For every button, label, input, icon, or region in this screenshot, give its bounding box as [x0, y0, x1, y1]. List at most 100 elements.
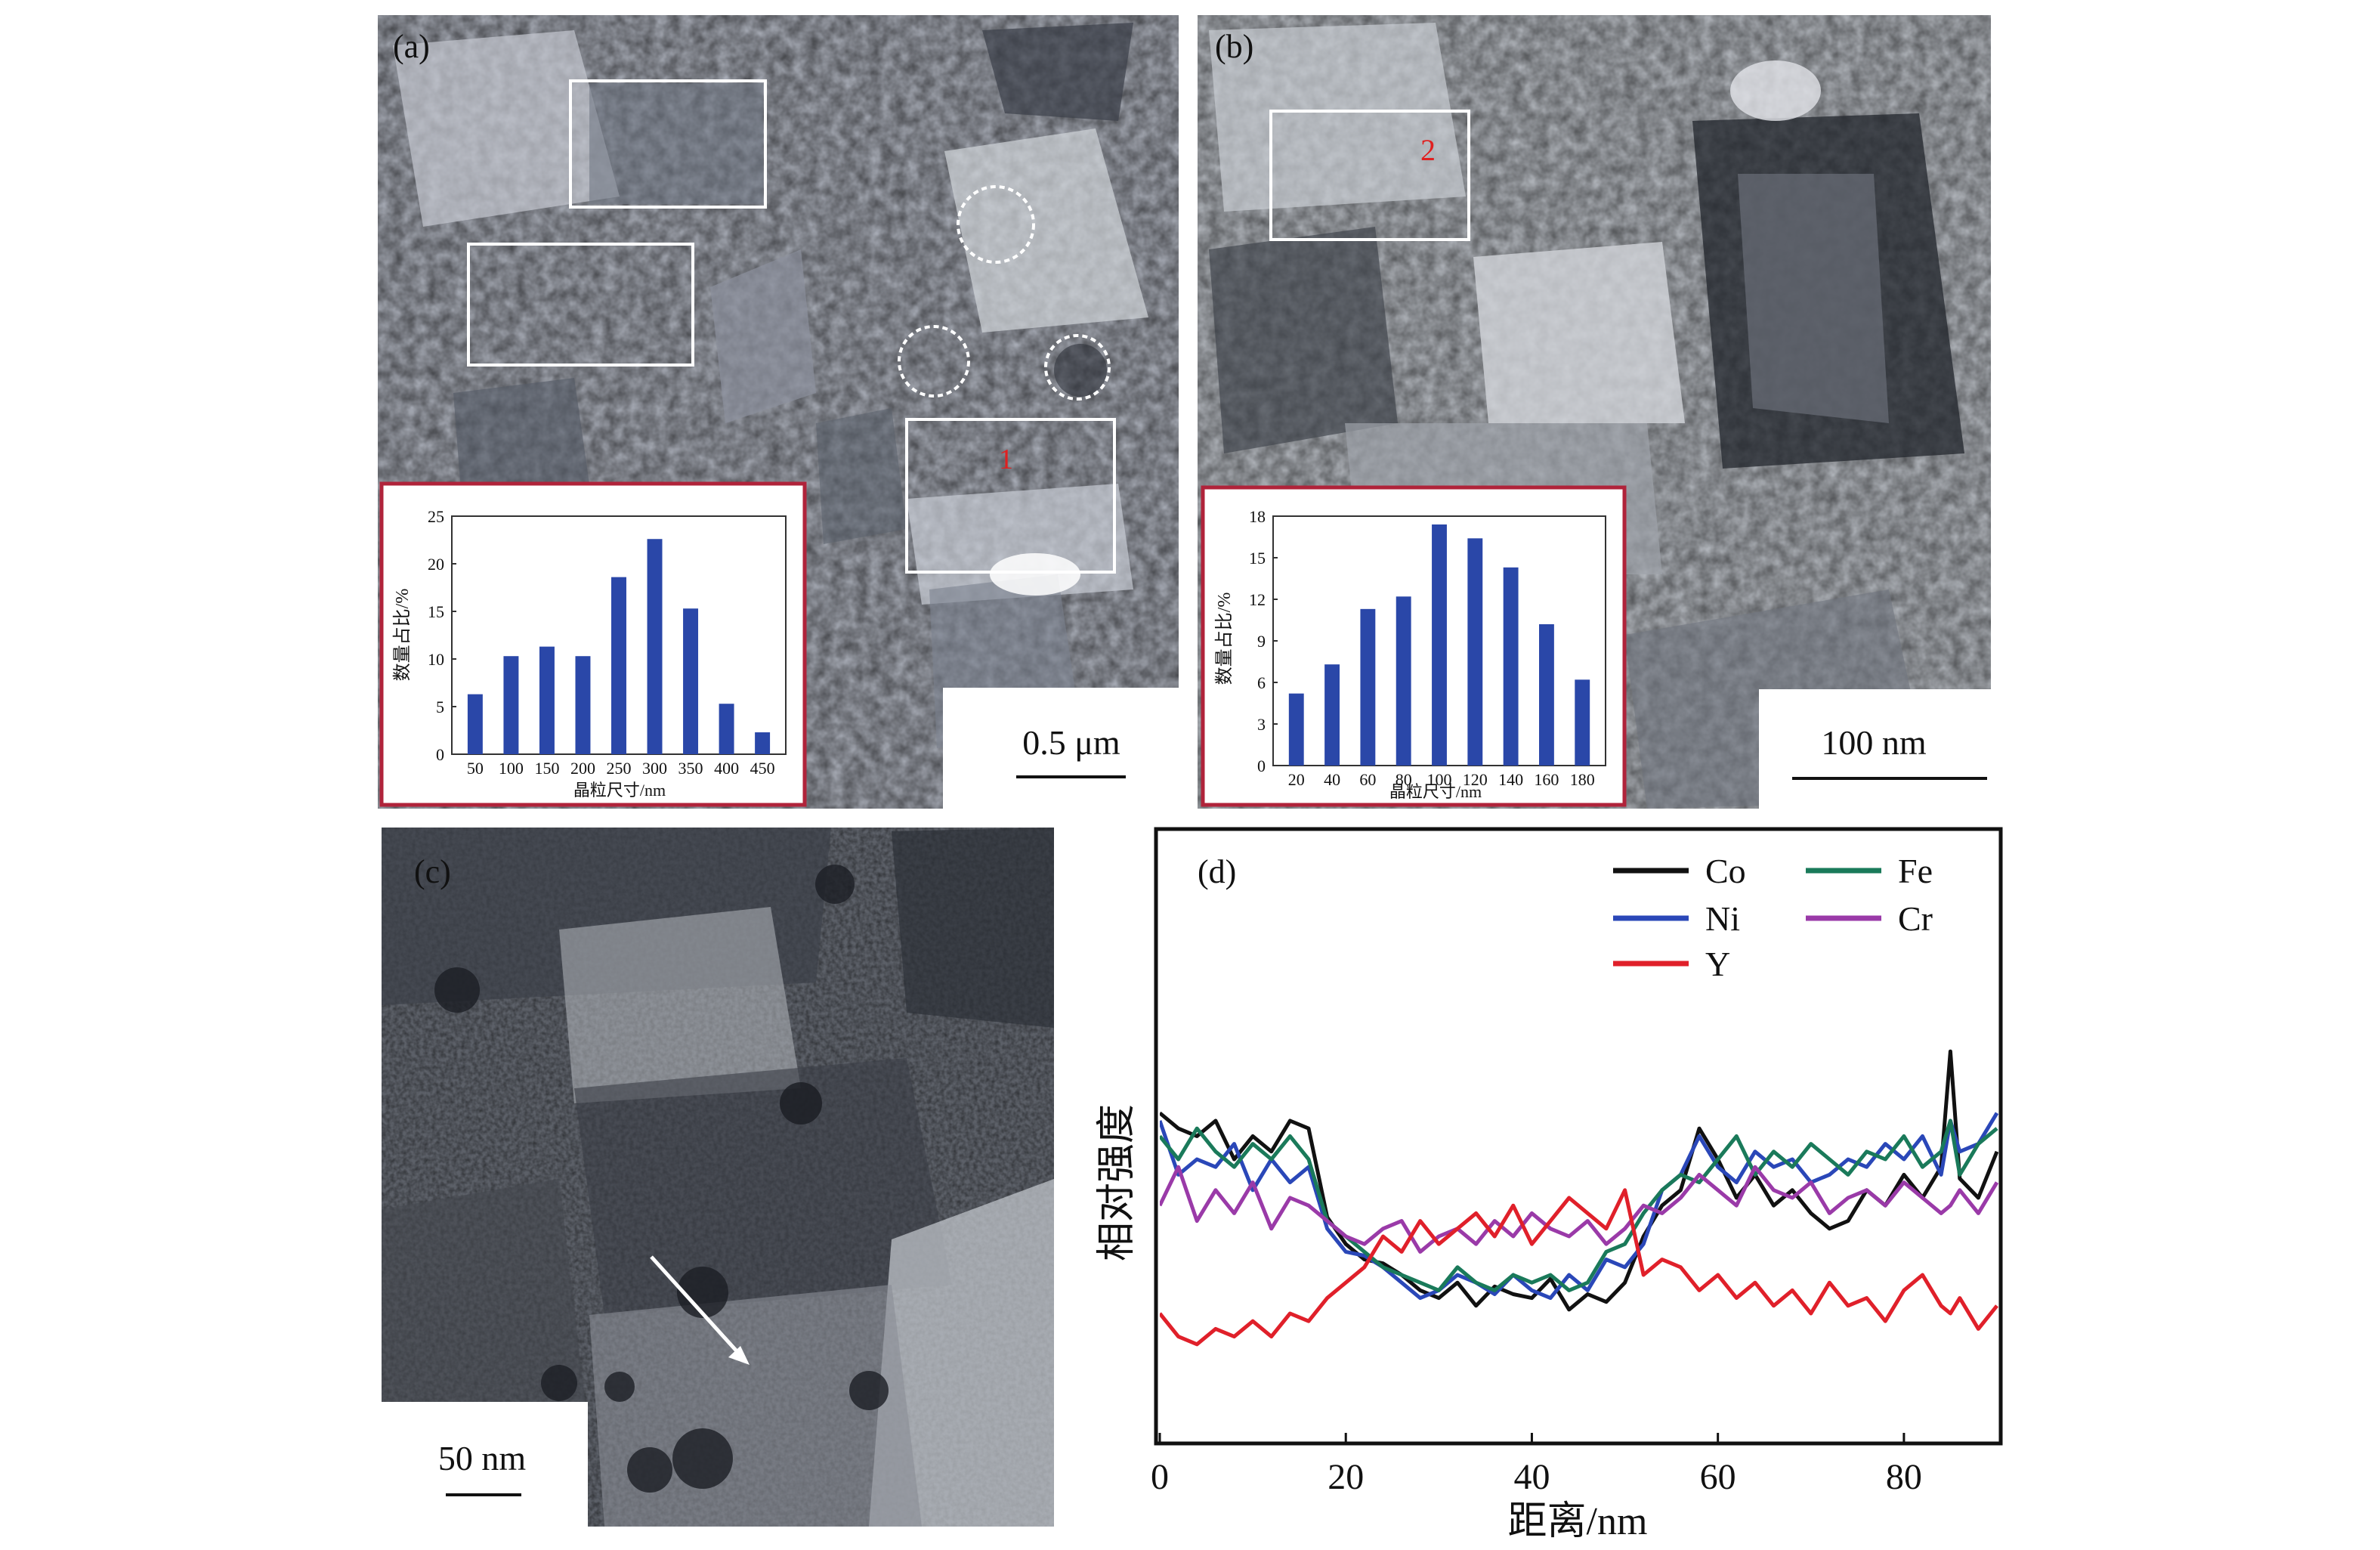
- histogram-b-xtick-label: 40: [1324, 770, 1340, 789]
- histogram-b-bar: [1539, 624, 1554, 766]
- histogram-b-xtick-label: 120: [1463, 770, 1488, 789]
- histogram-a-bar: [467, 694, 483, 754]
- histogram-a-xtick-label: 150: [534, 759, 559, 778]
- histogram-b-ytick-label: 12: [1249, 590, 1266, 609]
- histogram-a-ytick-label: 0: [436, 745, 444, 764]
- legend-label-cr: Cr: [1898, 899, 1933, 938]
- region-circle: [1044, 334, 1111, 401]
- histogram-b-xtick-label: 100: [1427, 770, 1452, 789]
- histogram-a-ytick-label: 5: [436, 698, 444, 716]
- arrow-shaft: [650, 1255, 740, 1354]
- scale-bar-label-c: 50 nm: [438, 1439, 527, 1477]
- histogram-b-bar: [1360, 608, 1376, 766]
- histogram-a-bar: [647, 539, 663, 754]
- histogram-b-xtick-label: 20: [1288, 770, 1305, 789]
- histogram-a-xtick-label: 400: [714, 759, 739, 778]
- histogram-a-xtick-label: 100: [499, 759, 524, 778]
- histogram-b-ytick-label: 15: [1249, 549, 1266, 568]
- histogram-a-xtick-label: 350: [678, 759, 703, 778]
- histogram-a-ytick-label: 10: [428, 650, 444, 669]
- histogram-a-ylabel: 数量占比/%: [392, 589, 413, 682]
- histogram-a-bar: [611, 577, 626, 754]
- histogram-a-xtick-label: 50: [467, 759, 484, 778]
- line-chart-ylabel: 相对强度: [1096, 1104, 1139, 1261]
- histogram-a-ytick-label: 25: [428, 507, 444, 526]
- line-chart-frame: [1154, 827, 2003, 1446]
- region-box-1: [905, 418, 1116, 574]
- scale-bar-label-b: 100 nm: [1821, 723, 1927, 762]
- histogram-b-ytick-label: 9: [1257, 632, 1266, 651]
- legend-label-fe: Fe: [1898, 852, 1933, 890]
- histogram-b-bar: [1575, 679, 1590, 766]
- series-line-cr: [1160, 1165, 1998, 1254]
- legend-label-ni: Ni: [1705, 899, 1740, 938]
- line-chart-ticks: 0 20 40 60 80: [1151, 1433, 1922, 1497]
- panel-a-micrograph: [378, 15, 1179, 809]
- series-line-ni: [1160, 1112, 1998, 1301]
- histogram-a-xlabel: 晶粒尺寸/nm: [573, 781, 666, 800]
- panel-label-d: (d): [1198, 853, 1236, 890]
- histogram-b-bar: [1324, 664, 1340, 766]
- histogram-a-bar: [719, 704, 734, 754]
- histogram-b-ytick-label: 0: [1257, 756, 1266, 775]
- histogram-b-bar: [1288, 693, 1304, 766]
- line-chart-xtick-label: 40: [1513, 1457, 1550, 1497]
- histogram-b-bar: [1432, 524, 1447, 766]
- histogram-a-bar: [683, 608, 699, 754]
- histogram-b-xtick-label: 180: [1570, 770, 1595, 789]
- histogram-a-bar: [755, 732, 771, 754]
- region-box-2: [1269, 110, 1470, 241]
- scale-bar-box-c: [382, 1402, 588, 1527]
- legend-label-co: Co: [1705, 852, 1746, 890]
- region-circle: [898, 325, 970, 398]
- panel-d: 0 20 40 60 80 (d) 距离/nm 相对强度 Co Ni Y Fe Cr: [1096, 827, 2003, 1543]
- histogram-b-bar: [1503, 567, 1519, 766]
- region-label-1: 1: [999, 444, 1013, 475]
- inset-histogram-b: 20 40 60 80 100 120 140 160 180 0 3 6 9 12 15 18 数量占比/%…: [1201, 485, 1627, 807]
- histogram-a-xtick-label: 250: [607, 759, 632, 778]
- inset-histogram-a: 50 100 150 200 250 300 350 400 450 0 5 10 15 20 25 数量占…: [379, 481, 807, 807]
- histogram-b-plot: 20 40 60 80 100 120 140 160 180 0 3 6 9 12 15 18: [1249, 507, 1595, 789]
- region-label-2: 2: [1420, 133, 1436, 167]
- histogram-b-xtick-label: 140: [1498, 770, 1523, 789]
- histogram-a-bar: [575, 656, 591, 754]
- region-box: [467, 243, 694, 367]
- line-chart-xtick-label: 60: [1700, 1457, 1736, 1497]
- histogram-b-ylabel: 数量占比/%: [1214, 592, 1235, 685]
- scale-bar-label-a: 0.5 μm: [1022, 723, 1120, 762]
- histogram-a-xtick-label: 200: [570, 759, 595, 778]
- histogram-b-xtick-label: 80: [1396, 770, 1412, 789]
- histogram-b-xtick-label: 60: [1359, 770, 1376, 789]
- line-chart-series: [1160, 1049, 1998, 1347]
- histogram-b-xlabel: 晶粒尺寸/nm: [1389, 782, 1482, 801]
- histogram-b-bar: [1396, 596, 1411, 766]
- line-chart-xtick-label: 80: [1886, 1457, 1922, 1497]
- histogram-b-ytick-label: 18: [1249, 507, 1266, 526]
- line-chart-xlabel: 距离/nm: [1508, 1500, 1648, 1543]
- panel-c: (c) 50 nm: [382, 828, 1054, 1527]
- panel-label-c: (c): [414, 853, 451, 890]
- histogram-a-bar: [539, 646, 555, 754]
- region-box: [569, 79, 767, 209]
- histogram-a-xtick-label: 450: [750, 759, 775, 778]
- arrow-head: [728, 1346, 750, 1365]
- panel-b: 2 (b) 100 nm 20 40 60 80 100 120 140 160 180 0 3 6 9…: [1198, 15, 1991, 809]
- histogram-a-ytick-label: 20: [428, 555, 444, 574]
- panel-label-b: (b): [1215, 28, 1253, 65]
- line-chart-xtick-label: 0: [1151, 1457, 1169, 1497]
- line-chart-xtick-label: 20: [1328, 1457, 1364, 1497]
- histogram-a-plot: 50 100 150 200 250 300 350 400 450 0 5 10 15 20 25: [428, 507, 775, 778]
- histogram-a-bar: [503, 656, 519, 754]
- scale-bar-box-b: [1759, 689, 1991, 809]
- scale-bar-box-a: [943, 688, 1179, 809]
- histogram-b-bar: [1467, 538, 1483, 766]
- region-circle: [957, 185, 1035, 264]
- series-line-y: [1160, 1188, 1998, 1347]
- legend-label-y: Y: [1705, 945, 1730, 983]
- histogram-a-ytick-label: 15: [428, 602, 444, 621]
- panel-a: 1 (a) 0.5 μm 50 100 150 200 250 300 350 400 450 0…: [378, 15, 1179, 809]
- histogram-b-ytick-label: 3: [1257, 715, 1266, 734]
- line-chart-legend: Co Ni Y Fe Cr: [1613, 852, 1933, 983]
- histogram-a-xtick-label: 300: [642, 759, 667, 778]
